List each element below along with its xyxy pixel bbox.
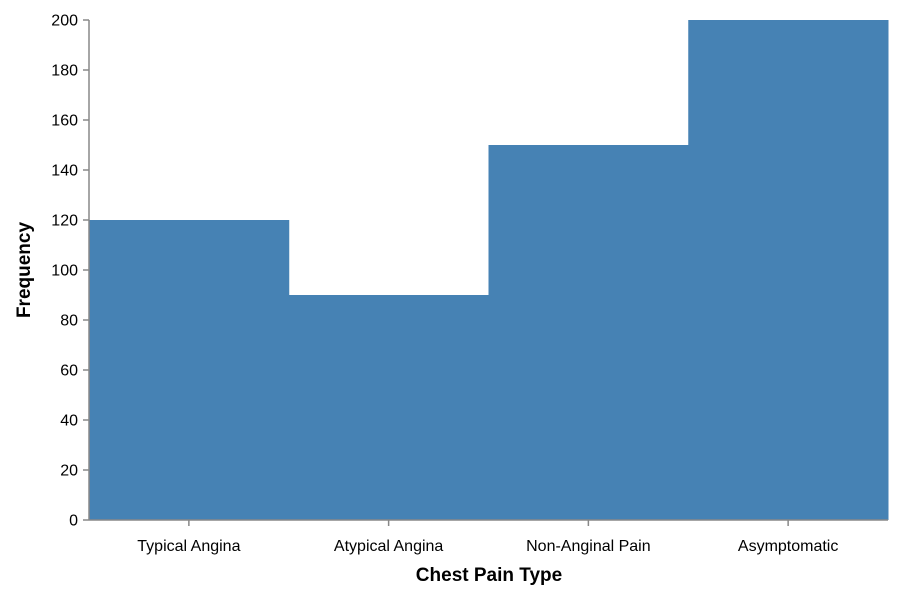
x-axis-title: Chest Pain Type bbox=[416, 565, 562, 586]
x-tick-label: Non-Anginal Pain bbox=[526, 538, 651, 555]
x-tick-label: Asymptomatic bbox=[738, 538, 838, 555]
y-tick-label: 180 bbox=[51, 63, 78, 80]
bar-typical-angina bbox=[89, 220, 290, 520]
x-tick-label: Typical Angina bbox=[137, 538, 240, 555]
y-tick-label: 120 bbox=[51, 213, 78, 230]
y-tick-label: 100 bbox=[51, 263, 78, 280]
bar-asymptomatic bbox=[688, 20, 889, 520]
y-tick-label: 200 bbox=[51, 13, 78, 30]
y-tick-label: 80 bbox=[60, 313, 78, 330]
y-tick-label: 60 bbox=[60, 363, 78, 380]
y-tick-label: 140 bbox=[51, 163, 78, 180]
bar-non-anginal-pain bbox=[488, 145, 689, 520]
y-tick-label: 40 bbox=[60, 413, 78, 430]
y-axis-title: Frequency bbox=[14, 222, 35, 319]
y-tick-label: 0 bbox=[69, 513, 78, 530]
bar-atypical-angina bbox=[288, 295, 489, 520]
y-tick-label: 20 bbox=[60, 463, 78, 480]
y-tick-label: 160 bbox=[51, 113, 78, 130]
x-axis: Typical Angina Atypical Angina Non-Anginal… bbox=[89, 519, 888, 555]
y-axis: 0 20 40 60 80 100 120 140 160 180 200 bbox=[51, 13, 90, 530]
x-tick-label: Atypical Angina bbox=[334, 538, 444, 555]
bars-group bbox=[89, 20, 889, 520]
